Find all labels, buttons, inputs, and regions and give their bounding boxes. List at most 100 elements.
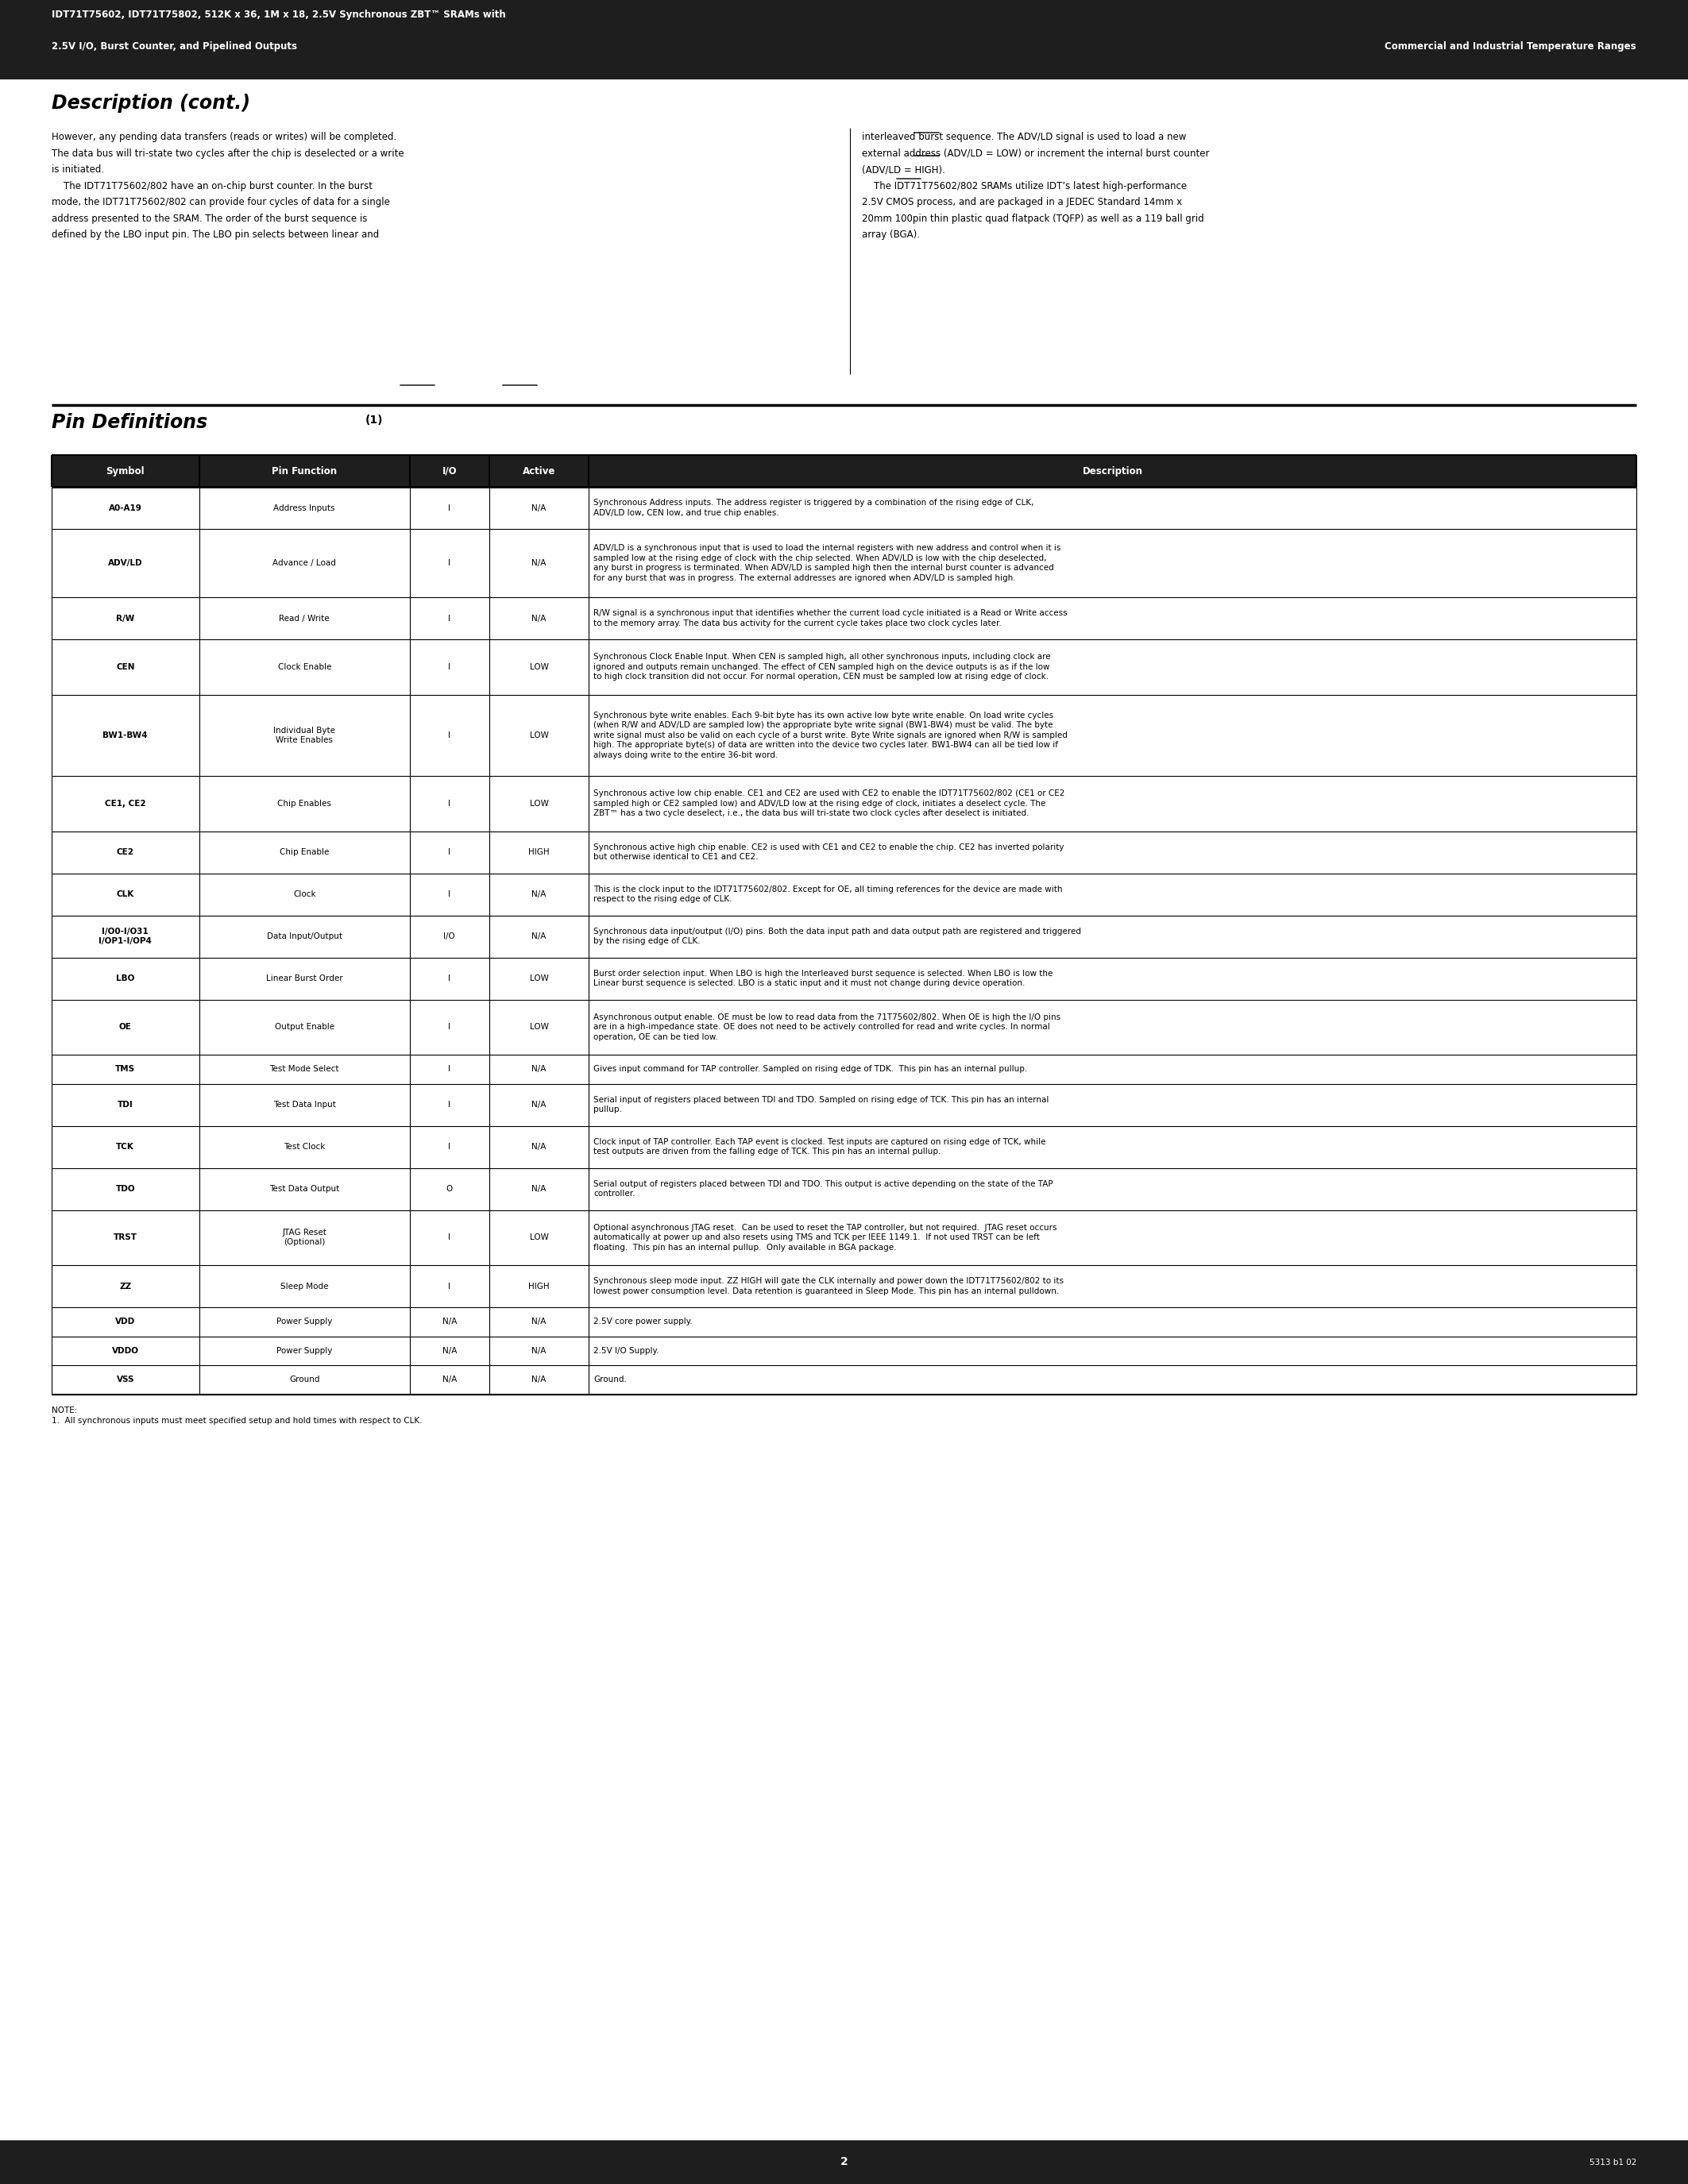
Text: HIGH: HIGH <box>528 1282 550 1291</box>
Text: CE2: CE2 <box>116 847 133 856</box>
Text: N/A: N/A <box>532 1101 547 1109</box>
Text: Symbol: Symbol <box>106 465 145 476</box>
Text: I/O: I/O <box>444 933 456 941</box>
Text: I: I <box>449 559 451 568</box>
Text: LBO: LBO <box>116 974 135 983</box>
Text: I: I <box>449 664 451 670</box>
Text: N/A: N/A <box>532 614 547 622</box>
Text: VDD: VDD <box>115 1317 135 1326</box>
Text: (1): (1) <box>365 415 383 426</box>
Text: Test Mode Select: Test Mode Select <box>270 1066 339 1072</box>
Text: This is the clock input to the IDT71T75602/802. Except for OE, all timing refere: This is the clock input to the IDT71T756… <box>594 885 1063 904</box>
Text: Serial output of registers placed between TDI and TDO. This output is active dep: Serial output of registers placed betwee… <box>594 1179 1053 1197</box>
Text: ZZ: ZZ <box>120 1282 132 1291</box>
Text: Synchronous Clock Enable Input. When CEN is sampled high, all other synchronous : Synchronous Clock Enable Input. When CEN… <box>594 653 1052 681</box>
Text: I/O0-I/O31
I/OP1-I/OP4: I/O0-I/O31 I/OP1-I/OP4 <box>100 928 152 946</box>
Text: I: I <box>449 614 451 622</box>
Bar <box>52 596 1636 640</box>
Text: N/A: N/A <box>532 559 547 568</box>
Text: Synchronous active high chip enable. CE2 is used with CE1 and CE2 to enable the : Synchronous active high chip enable. CE2… <box>594 843 1063 860</box>
Text: N/A: N/A <box>532 1186 547 1192</box>
Text: Active: Active <box>523 465 555 476</box>
Text: Gives input command for TAP controller. Sampled on rising edge of TDK.  This pin: Gives input command for TAP controller. … <box>594 1066 1028 1072</box>
Text: OE: OE <box>120 1022 132 1031</box>
Text: I: I <box>449 732 451 738</box>
Bar <box>52 529 1636 596</box>
Text: 2.5V I/O, Burst Counter, and Pipelined Outputs: 2.5V I/O, Burst Counter, and Pipelined O… <box>52 41 297 52</box>
Bar <box>52 915 1636 957</box>
Text: N/A: N/A <box>532 1066 547 1072</box>
Text: Test Data Output: Test Data Output <box>270 1186 339 1192</box>
Text: LOW: LOW <box>530 974 549 983</box>
Text: I: I <box>449 1066 451 1072</box>
Text: R/W: R/W <box>116 614 135 622</box>
Text: Power Supply: Power Supply <box>277 1348 333 1354</box>
Text: Synchronous data input/output (I/O) pins. Both the data input path and data outp: Synchronous data input/output (I/O) pins… <box>594 928 1082 946</box>
Text: Synchronous byte write enables. Each 9-bit byte has its own active low byte writ: Synchronous byte write enables. Each 9-b… <box>594 712 1069 758</box>
Bar <box>52 1365 1636 1393</box>
Bar <box>52 1000 1636 1055</box>
Text: R/W signal is a synchronous input that identifies whether the current load cycle: R/W signal is a synchronous input that i… <box>594 609 1067 627</box>
Text: LOW: LOW <box>530 1234 549 1241</box>
Text: Power Supply: Power Supply <box>277 1317 333 1326</box>
Text: Data Input/Output: Data Input/Output <box>267 933 343 941</box>
Text: 2: 2 <box>841 2156 847 2169</box>
Text: TRST: TRST <box>113 1234 137 1241</box>
Text: 2.5V I/O Supply.: 2.5V I/O Supply. <box>594 1348 658 1354</box>
Text: Serial input of registers placed between TDI and TDO. Sampled on rising edge of : Serial input of registers placed between… <box>594 1096 1048 1114</box>
Text: I: I <box>449 1022 451 1031</box>
Text: LOW: LOW <box>530 664 549 670</box>
Text: Synchronous sleep mode input. ZZ HIGH will gate the CLK internally and power dow: Synchronous sleep mode input. ZZ HIGH wi… <box>594 1278 1063 1295</box>
Bar <box>52 1337 1636 1365</box>
Text: Pin Function: Pin Function <box>272 465 338 476</box>
Text: TDI: TDI <box>118 1101 133 1109</box>
Text: Advance / Load: Advance / Load <box>273 559 336 568</box>
Bar <box>52 454 1636 487</box>
Text: Ground.: Ground. <box>594 1376 626 1385</box>
Text: Linear Burst Order: Linear Burst Order <box>267 974 343 983</box>
Bar <box>52 1265 1636 1308</box>
Bar <box>52 1168 1636 1210</box>
Text: HIGH: HIGH <box>528 847 550 856</box>
Text: VDDO: VDDO <box>111 1348 138 1354</box>
Text: CE1, CE2: CE1, CE2 <box>105 799 145 808</box>
Text: Synchronous active low chip enable. CE1 and CE2 are used with CE2 to enable the : Synchronous active low chip enable. CE1 … <box>594 791 1065 817</box>
Text: N/A: N/A <box>532 1142 547 1151</box>
Text: I: I <box>449 799 451 808</box>
Text: N/A: N/A <box>442 1348 457 1354</box>
Bar <box>52 775 1636 832</box>
Text: LOW: LOW <box>530 799 549 808</box>
Text: ADV/LD: ADV/LD <box>108 559 143 568</box>
Bar <box>52 695 1636 775</box>
Text: LOW: LOW <box>530 732 549 738</box>
Text: VSS: VSS <box>116 1376 135 1385</box>
Text: Ground: Ground <box>289 1376 319 1385</box>
Text: I: I <box>449 1282 451 1291</box>
Bar <box>0 0 1688 79</box>
Text: I: I <box>449 847 451 856</box>
Text: Read / Write: Read / Write <box>279 614 329 622</box>
Text: N/A: N/A <box>532 1317 547 1326</box>
Text: N/A: N/A <box>442 1317 457 1326</box>
Text: Clock input of TAP controller. Each TAP event is clocked. Test inputs are captur: Clock input of TAP controller. Each TAP … <box>594 1138 1047 1155</box>
Text: Test Data Input: Test Data Input <box>273 1101 336 1109</box>
Bar <box>52 640 1636 695</box>
Text: N/A: N/A <box>532 933 547 941</box>
Text: I: I <box>449 505 451 511</box>
Text: TMS: TMS <box>115 1066 135 1072</box>
Bar <box>52 1210 1636 1265</box>
Text: LOW: LOW <box>530 1022 549 1031</box>
Text: 5313 b1 02: 5313 b1 02 <box>1588 2158 1636 2167</box>
Bar <box>52 1125 1636 1168</box>
Text: Optional asynchronous JTAG reset.  Can be used to reset the TAP controller, but : Optional asynchronous JTAG reset. Can be… <box>594 1223 1057 1251</box>
Text: I: I <box>449 974 451 983</box>
Text: A0-A19: A0-A19 <box>108 505 142 511</box>
Bar <box>52 1308 1636 1337</box>
Bar <box>52 957 1636 1000</box>
Bar <box>52 487 1636 529</box>
Text: Output Enable: Output Enable <box>275 1022 334 1031</box>
Text: CEN: CEN <box>116 664 135 670</box>
Text: TCK: TCK <box>116 1142 135 1151</box>
Bar <box>52 1055 1636 1083</box>
Text: TDO: TDO <box>115 1186 135 1192</box>
